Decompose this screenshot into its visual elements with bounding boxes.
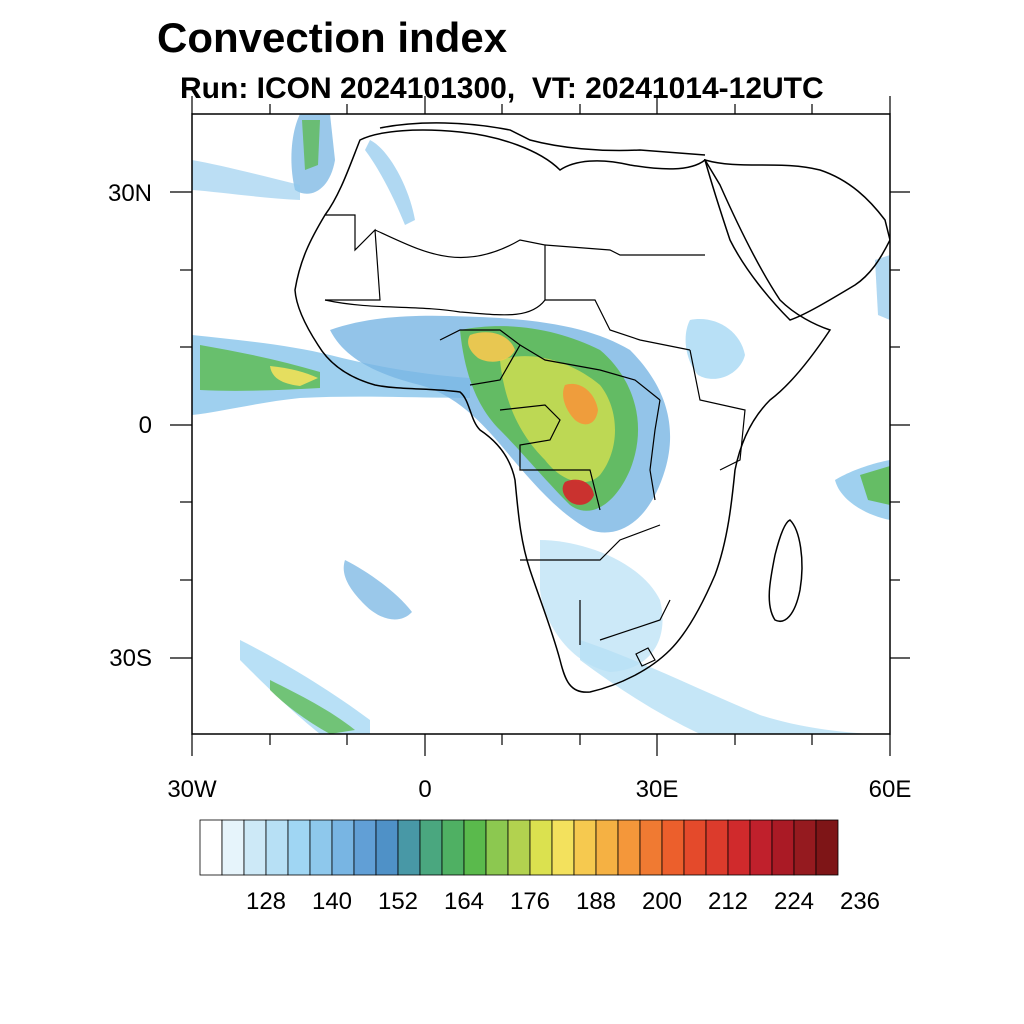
colorbar-label: 176 (509, 888, 551, 915)
border-nigeria (439, 329, 521, 386)
arabia-coast (703, 158, 890, 321)
field-sw-atlantic (343, 560, 412, 620)
colorbar-label: 212 (707, 888, 749, 915)
map-title: Convection index (157, 14, 508, 61)
colorbar-swatch (331, 819, 355, 876)
field-congo-orange (563, 383, 598, 425)
colorbar-swatch (705, 819, 729, 876)
colorbar-label: 128 (245, 888, 287, 915)
colorbar-swatch (573, 819, 597, 876)
mediterranean-coast (379, 122, 706, 156)
field-southern-africa (540, 540, 663, 672)
colorbar-label: 200 (641, 888, 683, 915)
colorbar-swatch (419, 819, 443, 876)
colorbar-swatch (815, 819, 839, 876)
colorbar-swatch (661, 819, 685, 876)
colorbar-swatch (595, 819, 619, 876)
colorbar-label: 236 (839, 888, 881, 915)
colorbar-swatch (243, 819, 267, 876)
map-frame (191, 113, 891, 735)
colorbar-swatch (485, 819, 509, 876)
colorbar-swatch (221, 819, 245, 876)
colorbar-swatch (353, 819, 377, 876)
ytick-label-30s: 30S (109, 645, 152, 672)
field-itcz-peak (270, 366, 318, 386)
border-sahara-west (325, 214, 381, 301)
field-congo-yellow (500, 356, 615, 483)
xtick-label-30w: 30W (167, 776, 217, 803)
border-angola (520, 524, 661, 561)
field-north-atlantic-core (302, 120, 320, 170)
colorbar-swatch (309, 819, 333, 876)
colorbar-swatch (683, 819, 707, 876)
border-libya-egypt (544, 244, 705, 256)
field-subtropical-west (192, 160, 300, 200)
field-saharan-streak (365, 140, 415, 225)
country-borders (324, 214, 746, 667)
border-sahel (324, 299, 546, 316)
colorbar-swatch (639, 819, 663, 876)
colorbar-label: 140 (311, 888, 353, 915)
colorbar-swatch (507, 819, 531, 876)
colorbar-swatch (529, 819, 553, 876)
border-southern (579, 599, 671, 645)
colorbar-swatch (727, 819, 751, 876)
colorbar-swatch (199, 819, 223, 876)
field-nigeria-cell (468, 332, 515, 362)
colorbar-swatch (441, 819, 465, 876)
field-itcz-band (192, 335, 470, 415)
colorbar-label: 152 (377, 888, 419, 915)
colorbar-swatch (749, 819, 773, 876)
border-chad-sudan (545, 299, 691, 351)
colorbar-swatch (287, 819, 311, 876)
border-congo (499, 404, 601, 511)
madagascar-coast (768, 519, 803, 622)
axis-ticks (170, 96, 910, 756)
field-angola-red (562, 479, 594, 505)
colorbar-swatch (375, 819, 399, 876)
border-algeria-mali (374, 229, 546, 300)
colorbar-swatch (397, 819, 421, 876)
colorbar-swatch (793, 819, 817, 876)
border-east-africa (689, 349, 746, 471)
ytick-label-0: 0 (138, 412, 152, 439)
convection-field (192, 114, 890, 734)
colorbar-swatch (617, 819, 641, 876)
xtick-label-60e: 60E (868, 776, 912, 803)
colorbar-swatch (551, 819, 575, 876)
border-central-africa (519, 344, 661, 401)
colorbar-swatch (771, 819, 795, 876)
field-sw-corner-core (270, 680, 355, 734)
field-indian-ocean-core (860, 466, 890, 505)
colorbar (199, 819, 839, 876)
colorbar-swatch (265, 819, 289, 876)
field-arabian-edge (875, 255, 890, 320)
colorbar-label: 224 (773, 888, 815, 915)
map-subtitle: Run: ICON 2024101300, VT: 20241014-12UTC (180, 72, 824, 105)
field-south-track (580, 640, 870, 734)
border-lesotho (635, 647, 656, 667)
border-drc-east (649, 399, 661, 501)
field-ethiopia (685, 319, 745, 379)
colorbar-label: 164 (443, 888, 485, 915)
xtick-label-0: 0 (418, 776, 432, 803)
colorbar-label: 188 (575, 888, 617, 915)
africa-coastline (294, 129, 832, 693)
field-sw-corner (240, 640, 370, 734)
ytick-label-30n: 30N (107, 180, 152, 207)
coastlines (294, 122, 890, 693)
xtick-label-30e: 30E (635, 776, 679, 803)
colorbar-swatch (463, 819, 487, 876)
